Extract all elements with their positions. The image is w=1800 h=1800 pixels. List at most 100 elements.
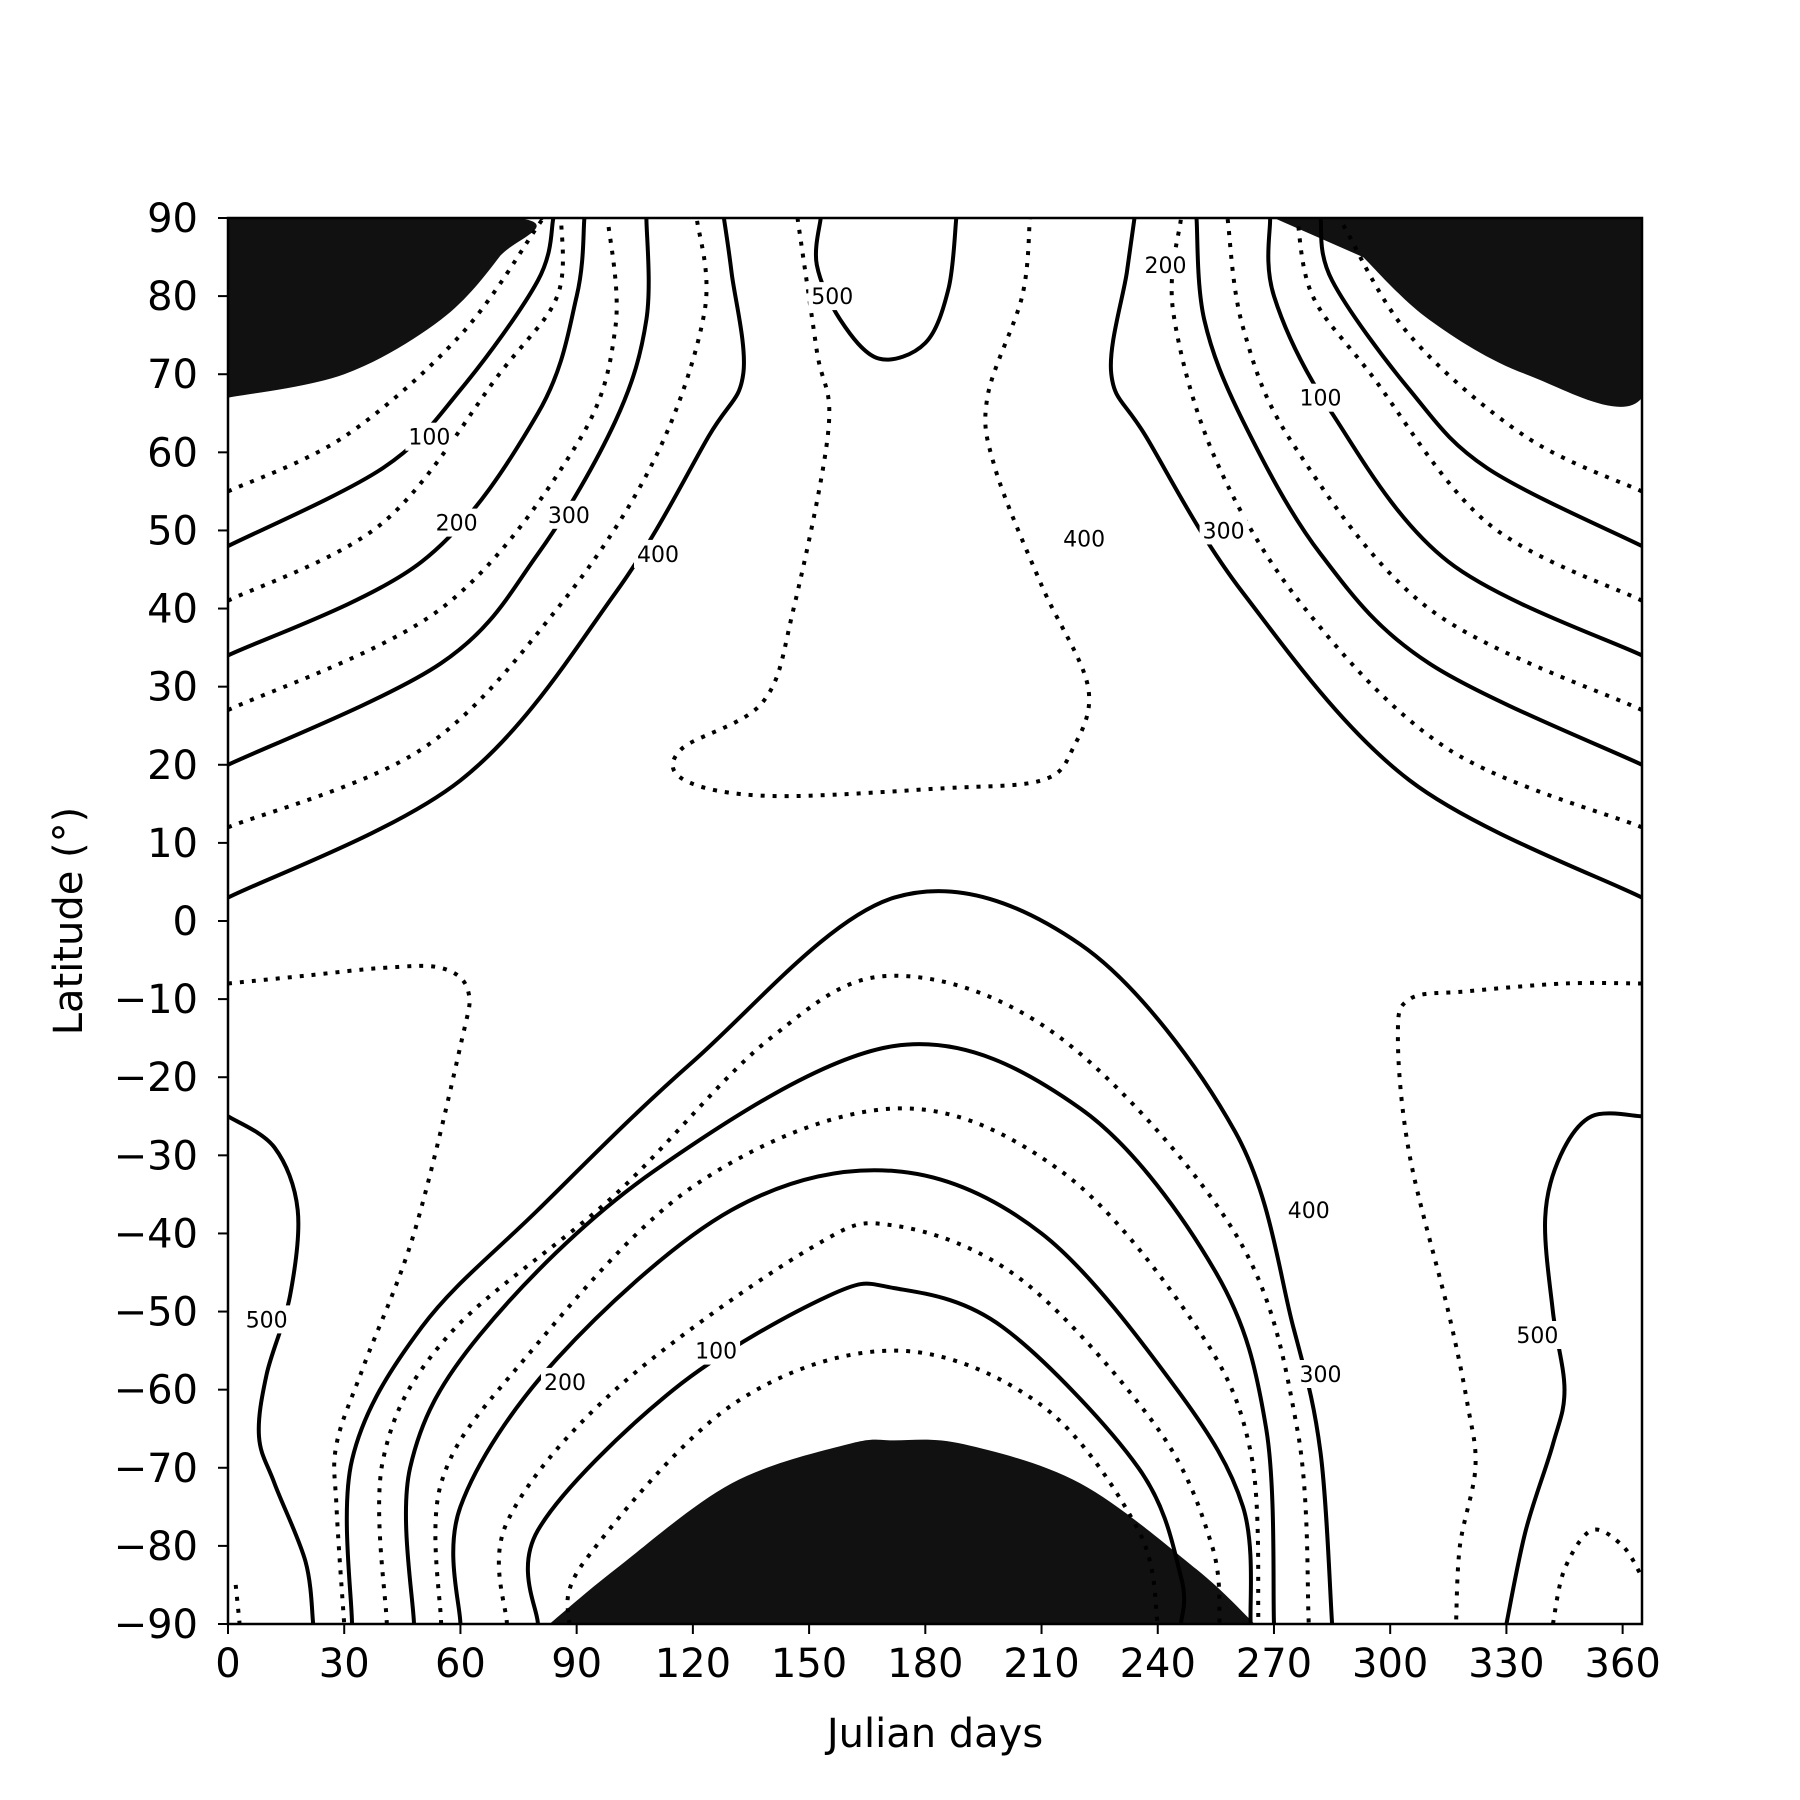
contour-line-dotted-15	[1336, 218, 1642, 494]
contour-line-solid-22	[451, 1168, 1253, 1624]
svg-text:500: 500	[1516, 1324, 1558, 1349]
y-tick-label-16: −70	[114, 1446, 198, 1492]
y-axis: 90 80 70 60 50 40 30 20 10 0 −10 −20 −30 −40 −50 −60 −70…	[114, 196, 228, 1648]
y-tick-label-1: 80	[147, 274, 198, 320]
y-tick-label-15: −60	[114, 1368, 198, 1414]
svg-text:500: 500	[246, 1308, 288, 1333]
x-tick-label-330: 330	[1468, 1641, 1544, 1687]
contour-label-2: 300	[544, 500, 593, 529]
y-tick-label-13: −40	[114, 1211, 198, 1257]
contour-label-0: 100	[405, 422, 454, 451]
contour-label-13: 300	[1296, 1360, 1345, 1388]
contour-label-3: 400	[634, 539, 682, 568]
contour-line-dotted-13	[1295, 218, 1642, 603]
y-axis-label: Latitude (°)	[46, 807, 92, 1036]
y-tick-label-9: 0	[173, 899, 198, 945]
contour-label-7: 200	[1141, 250, 1190, 279]
contour-line-dotted-31	[1550, 1527, 1642, 1624]
x-tick-label-180: 180	[887, 1641, 963, 1687]
contour-label-10: 200	[541, 1367, 589, 1396]
contour-line-solid-8	[1108, 218, 1642, 900]
x-tick-label-210: 210	[1003, 1641, 1079, 1687]
y-tick-label-6: 30	[147, 665, 198, 711]
contour-line-solid-10	[1194, 218, 1642, 767]
x-tick-label-30: 30	[319, 1641, 370, 1687]
contour-line-dotted-28	[233, 1584, 242, 1624]
contour-line-solid-12	[1266, 218, 1642, 658]
contour-label-9: 500	[242, 1305, 291, 1334]
contour-line-dotted-27	[228, 963, 472, 1624]
contour-line-solid-29	[1504, 1111, 1642, 1624]
x-tick-label-120: 120	[655, 1641, 731, 1687]
y-tick-label-4: 50	[147, 508, 198, 554]
contour-line-solid-0	[228, 218, 746, 900]
contour-line-solid-18	[344, 889, 1335, 1624]
svg-text:100: 100	[408, 426, 450, 451]
x-axis: 0 30 60 90 120 150 180 210 240 270 300 330 360	[215, 1624, 1661, 1687]
x-tick-label-240: 240	[1120, 1641, 1196, 1687]
svg-text:400: 400	[1063, 527, 1105, 552]
contour-line-dotted-19	[377, 973, 1311, 1624]
contour-line-dotted-16	[670, 218, 1092, 799]
x-tick-label-90: 90	[551, 1641, 602, 1687]
y-tick-label-17: −80	[114, 1524, 198, 1570]
svg-text:100: 100	[1300, 387, 1342, 412]
contour-label-11: 100	[692, 1336, 741, 1365]
contour-label-14: 500	[1513, 1321, 1562, 1349]
contour-line-solid-6	[228, 218, 556, 549]
contour-line-dotted-21	[433, 1106, 1261, 1624]
y-tick-label-18: −90	[114, 1602, 198, 1648]
x-tick-label-60: 60	[435, 1641, 486, 1687]
contour-line-dotted-7	[228, 218, 546, 494]
contour-label-layer: 100 200 300 400 500 400 300 200 100 500 200 100 400 3…	[242, 250, 1562, 1396]
x-tick-label-270: 270	[1236, 1641, 1312, 1687]
y-tick-label-14: −50	[114, 1290, 198, 1336]
contour-line-solid-4	[228, 218, 587, 658]
contour-layer	[228, 218, 1642, 1624]
contour-line-dotted-5	[228, 218, 565, 603]
x-tick-label-360: 360	[1584, 1641, 1660, 1687]
y-tick-label-11: −20	[114, 1055, 198, 1101]
polar-night-layer	[228, 218, 1642, 1624]
x-tick-label-0: 0	[215, 1641, 240, 1687]
y-tick-label-3: 60	[147, 430, 198, 476]
x-tick-label-150: 150	[771, 1641, 847, 1687]
y-tick-label-7: 20	[147, 743, 198, 789]
contour-line-dotted-30	[1395, 980, 1642, 1624]
svg-text:400: 400	[1288, 1199, 1330, 1224]
svg-text:100: 100	[695, 1340, 737, 1365]
contour-line-dotted-9	[1169, 218, 1642, 830]
contour-line-solid-20	[403, 1042, 1276, 1624]
contour-label-1: 200	[432, 508, 481, 537]
svg-text:300: 300	[548, 504, 590, 529]
svg-text:400: 400	[637, 543, 679, 568]
svg-text:200: 200	[544, 1371, 586, 1396]
contour-label-8: 100	[1296, 383, 1345, 412]
x-axis-label: Julian days	[824, 1711, 1043, 1757]
north-polar-night-right	[1274, 218, 1642, 407]
contour-line-solid-14	[1318, 218, 1642, 549]
contour-label-4: 500	[808, 282, 857, 311]
north-polar-night-left	[228, 218, 537, 398]
svg-text:300: 300	[1300, 1363, 1342, 1388]
svg-text:500: 500	[811, 285, 853, 310]
y-tick-label-12: −30	[114, 1133, 198, 1179]
contour-label-5: 400	[1060, 524, 1109, 553]
contour-label-12: 400	[1284, 1196, 1333, 1224]
svg-text:200: 200	[1145, 254, 1187, 279]
contour-label-6: 300	[1199, 516, 1248, 545]
y-tick-label-8: 10	[147, 821, 198, 867]
south-polar-night	[549, 1439, 1255, 1624]
svg-text:300: 300	[1203, 519, 1245, 544]
y-tick-label-2: 70	[147, 352, 198, 398]
y-tick-label-5: 40	[147, 587, 198, 633]
contour-line-solid-26	[228, 1114, 316, 1624]
contour-line-dotted-23	[496, 1221, 1222, 1624]
svg-text:200: 200	[436, 512, 478, 537]
contour-line-solid-17	[813, 218, 959, 362]
y-tick-label-10: −10	[114, 977, 198, 1023]
contour-line-solid-24	[525, 1281, 1187, 1624]
x-tick-label-300: 300	[1352, 1641, 1428, 1687]
y-tick-label-0: 90	[147, 196, 198, 242]
